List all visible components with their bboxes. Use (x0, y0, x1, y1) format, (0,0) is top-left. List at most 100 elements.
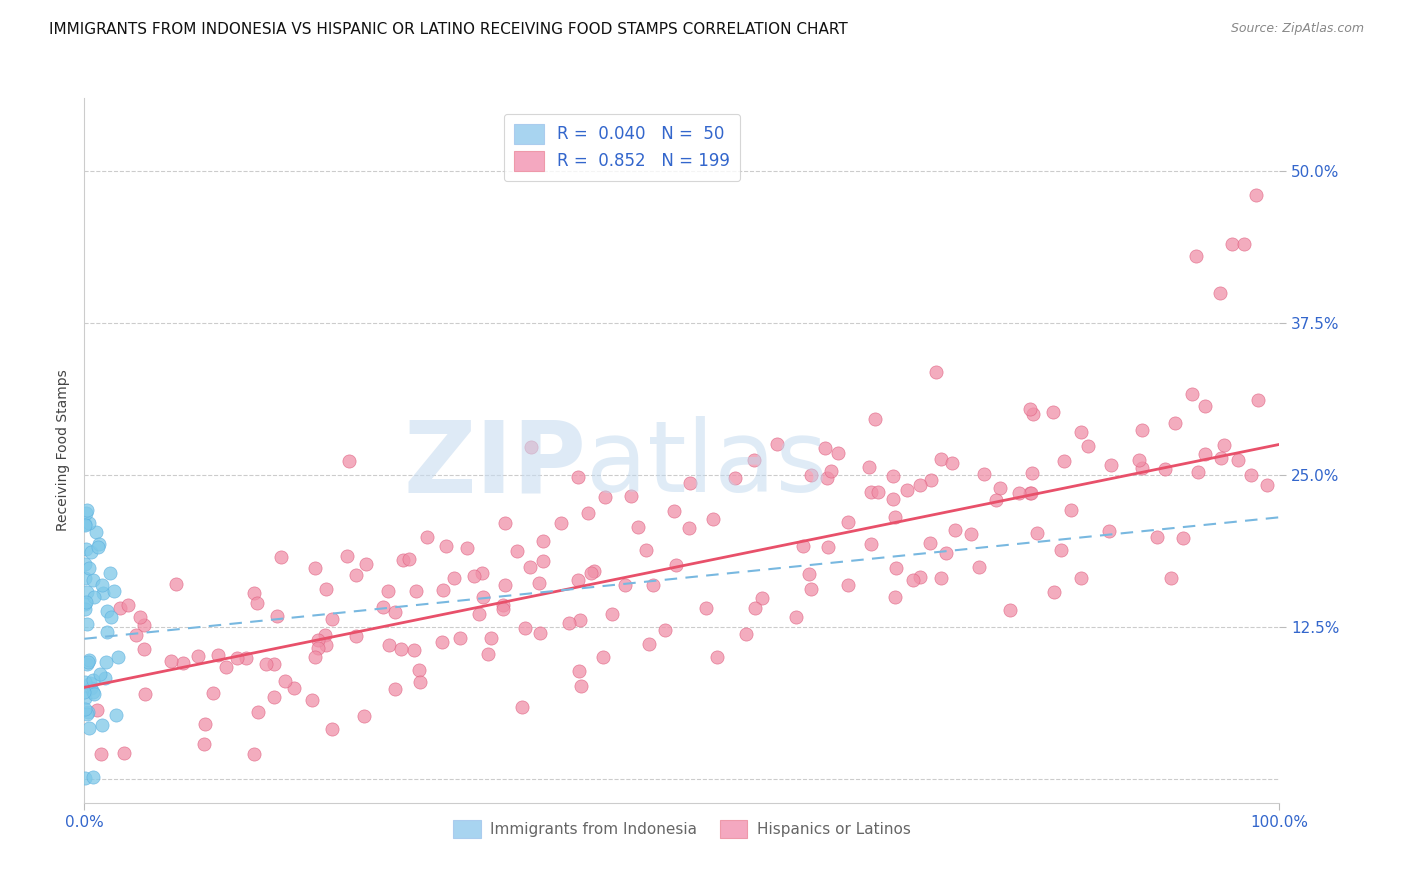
Point (384, 681, 406, 696)
Point (89, 537, 111, 551)
Text: IMMIGRANTS FROM INDONESIA VS HISPANIC OR LATINO RECEIVING FOOD STAMPS CORRELATIO: IMMIGRANTS FROM INDONESIA VS HISPANIC OR… (49, 22, 848, 37)
Point (335, 549, 357, 563)
Point (76, 617, 98, 632)
Point (77, 722, 100, 736)
Point (506, 543, 529, 558)
Point (1233, 236, 1256, 251)
Point (82, 770, 104, 784)
Point (132, 617, 155, 632)
Point (75, 702, 97, 716)
Point (568, 613, 591, 627)
Point (356, 557, 378, 571)
Point (96, 625, 118, 640)
Point (77, 561, 100, 575)
Point (76, 541, 98, 556)
Point (91, 586, 114, 600)
Point (492, 599, 515, 613)
Point (266, 609, 288, 624)
Point (520, 440, 543, 454)
Point (492, 601, 515, 615)
Point (96, 604, 118, 618)
Point (477, 647, 499, 661)
Point (744, 600, 766, 615)
Point (100, 609, 122, 624)
Point (402, 643, 425, 657)
Point (1185, 249, 1208, 263)
Point (416, 530, 439, 544)
Point (83, 590, 105, 604)
Point (392, 553, 415, 567)
Point (432, 583, 454, 598)
Point (1209, 285, 1232, 300)
Point (1060, 502, 1083, 516)
Point (519, 560, 541, 574)
Point (134, 687, 156, 701)
Point (263, 657, 285, 671)
Point (1247, 392, 1270, 407)
Point (125, 628, 148, 642)
Point (1070, 571, 1092, 585)
Point (929, 571, 952, 585)
Point (89, 666, 111, 681)
Point (1019, 485, 1042, 500)
Point (988, 481, 1011, 495)
Point (641, 578, 664, 592)
Point (301, 692, 323, 706)
Point (973, 467, 995, 481)
Text: atlas: atlas (586, 416, 828, 513)
Point (766, 436, 789, 450)
Point (90, 747, 112, 762)
Point (353, 708, 375, 723)
Point (165, 576, 187, 591)
Point (901, 574, 924, 588)
Point (76, 585, 98, 599)
Point (494, 578, 516, 592)
Point (471, 566, 494, 580)
Point (800, 582, 823, 596)
Point (742, 453, 765, 467)
Point (344, 628, 367, 642)
Point (408, 663, 430, 677)
Point (1173, 531, 1195, 545)
Point (187, 649, 209, 664)
Point (896, 483, 918, 498)
Point (1187, 466, 1209, 480)
Point (634, 542, 657, 557)
Point (307, 632, 329, 647)
Point (1049, 542, 1071, 557)
Point (1019, 402, 1042, 417)
Point (315, 582, 337, 596)
Point (73, 571, 96, 585)
Point (77, 653, 100, 667)
Point (207, 648, 229, 662)
Point (817, 540, 839, 554)
Point (468, 607, 491, 621)
Point (112, 747, 135, 761)
Point (735, 627, 758, 641)
Point (246, 596, 269, 610)
Point (107, 649, 129, 664)
Point (384, 605, 406, 619)
Point (73, 675, 96, 690)
Point (1026, 525, 1049, 540)
Point (75, 690, 97, 705)
Point (1021, 466, 1043, 480)
Point (908, 478, 931, 492)
Point (321, 723, 343, 737)
Y-axis label: Receiving Food Stamps: Receiving Food Stamps (56, 369, 70, 532)
Point (679, 475, 702, 490)
Point (1164, 416, 1187, 430)
Point (76, 707, 98, 722)
Point (378, 638, 401, 652)
Point (225, 650, 247, 665)
Point (929, 452, 952, 467)
Point (550, 516, 572, 530)
Point (706, 650, 728, 665)
Point (920, 536, 942, 550)
Point (73, 516, 96, 531)
Point (1154, 462, 1177, 476)
Point (882, 492, 904, 507)
Point (581, 566, 603, 580)
Point (1070, 425, 1092, 440)
Point (1053, 453, 1076, 467)
